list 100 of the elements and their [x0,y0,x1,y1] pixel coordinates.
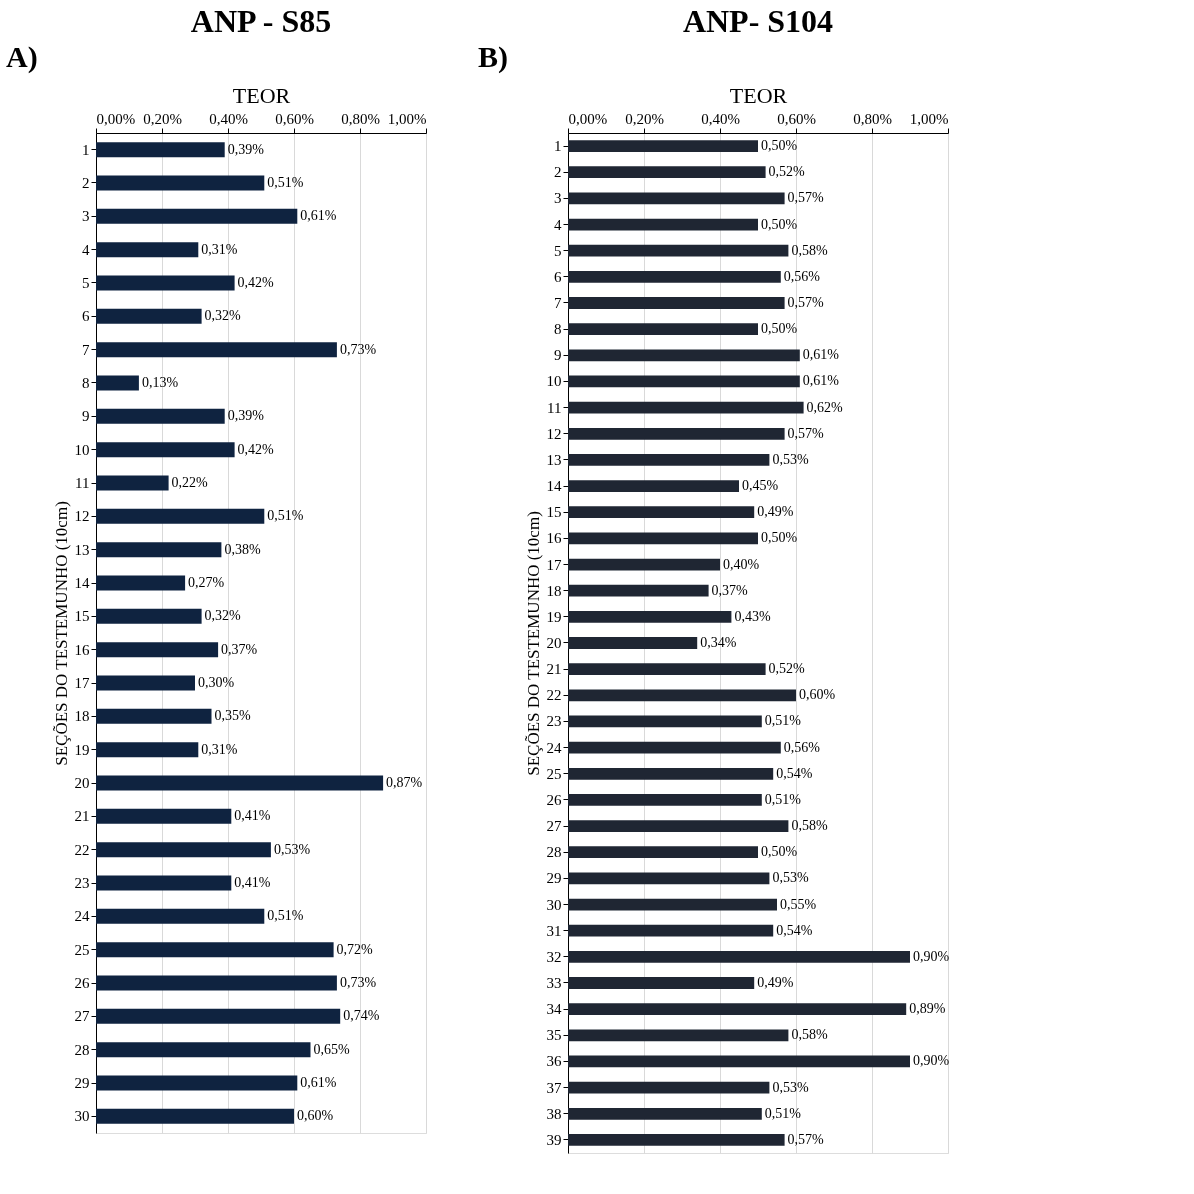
data-label: 0,58% [791,1027,828,1043]
y-tick-label: 19 [546,608,562,625]
y-axis-title: SEÇÕES DO TESTEMUNHO (10cm) [523,511,543,776]
y-tick-label: 3 [554,190,562,207]
data-label: 0,50% [761,530,798,546]
data-label: 0,38% [224,541,261,557]
data-label: 0,54% [776,765,813,781]
data-label: 0,58% [791,242,828,258]
y-tick-label: 26 [74,975,90,991]
data-label: 0,35% [214,708,251,724]
x-tick-label: 1,00% [909,110,949,127]
y-tick-label: 12 [74,508,90,525]
data-label: 0,53% [772,451,809,467]
data-label: 0,53% [772,1079,809,1095]
data-label: 0,74% [343,1008,380,1024]
x-tick-label: 0,20% [625,110,664,127]
data-label: 0,32% [204,308,242,324]
data-label: 0,58% [791,818,828,834]
y-tick-label: 24 [546,739,562,756]
data-label: 0,41% [234,808,271,824]
y-tick-label: 14 [546,478,562,495]
y-tick-label: 12 [546,425,562,442]
data-label: 0,49% [757,504,794,520]
y-tick-label: 16 [74,641,90,658]
y-tick-label: 34 [546,1001,562,1018]
data-label: 0,43% [734,608,771,624]
y-tick-label: 15 [74,608,90,625]
x-tick-label: 0,00% [568,110,608,127]
data-label: 0,39% [227,141,265,157]
y-tick-label: 8 [82,375,90,391]
x-tick-label: 0,60% [777,110,816,127]
chart-title: ANP- S104 [682,3,834,39]
y-tick-label: 13 [74,541,90,558]
data-label: 0,57% [787,425,825,441]
data-label: 0,51% [764,1105,802,1121]
y-tick-label: 24 [74,908,90,925]
y-tick-label: 36 [546,1053,562,1070]
data-label: 0,51% [267,908,304,924]
data-label: 0,37% [221,641,258,657]
y-tick-label: 30 [546,896,562,913]
y-tick-label: 5 [554,242,562,259]
data-label: 0,55% [780,896,817,912]
y-tick-label: 25 [74,941,90,958]
data-label: 0,42% [237,275,275,290]
y-tick-label: 7 [554,295,562,311]
y-tick-label: 20 [546,635,562,651]
data-label: 0,61% [300,208,337,224]
y-tick-label: 21 [74,808,90,825]
y-tick-label: 4 [554,216,562,233]
x-tick-label: 0,80% [341,110,380,127]
x-tick-label: 0,40% [701,110,740,127]
y-tick-label: 29 [546,870,562,887]
data-label: 0,61% [300,1075,337,1090]
x-tick-label: 0,20% [143,110,182,127]
data-label: 0,37% [711,582,749,598]
data-label: 0,61% [802,347,840,363]
y-axis-title: SEÇÕES DO TESTEMUNHO (10cm) [51,501,71,766]
x-tick-label: 0,40% [209,110,248,127]
data-label: 0,13% [141,375,179,390]
y-tick-label: 3 [82,208,90,225]
data-label: 0,72% [336,941,374,957]
data-label: 0,34% [700,635,737,650]
y-tick-label: 19 [74,741,90,758]
data-label: 0,39% [227,408,265,424]
y-tick-label: 28 [74,1041,90,1058]
data-label: 0,27% [188,575,225,590]
data-label: 0,73% [339,975,377,990]
y-tick-label: 22 [74,841,90,858]
data-label: 0,57% [787,295,825,310]
data-label: 0,57% [787,190,825,206]
y-tick-label: 33 [546,975,562,991]
y-tick-label: 23 [74,875,90,891]
y-tick-label: 25 [546,765,562,782]
data-label: 0,51% [764,713,802,729]
data-label: 0,52% [768,661,806,677]
y-tick-label: 39 [546,1131,562,1148]
y-tick-label: 23 [546,713,562,730]
y-tick-label: 29 [74,1075,90,1091]
y-tick-label: 27 [546,818,562,835]
data-label: 0,30% [198,675,235,690]
y-tick-label: 10 [74,441,90,458]
y-tick-label: 35 [546,1027,562,1044]
y-tick-label: 8 [554,321,562,338]
y-tick-label: 27 [74,1008,90,1025]
data-label: 0,51% [267,175,304,190]
x-tick-label: 0,80% [853,110,892,127]
data-label: 0,87% [386,775,423,790]
data-label: 0,31% [201,241,238,257]
y-tick-label: 2 [554,164,562,181]
y-tick-label: 32 [546,948,562,965]
data-label: 0,60% [297,1108,334,1124]
data-label: 0,50% [761,844,798,860]
data-label: 0,57% [787,1131,825,1147]
x-tick-label: 0,60% [275,110,314,127]
data-label: 0,31% [201,741,238,757]
y-tick-label: 28 [546,844,562,861]
data-label: 0,51% [764,791,802,807]
data-label: 0,50% [761,321,798,337]
data-label: 0,56% [783,739,821,755]
data-label: 0,54% [776,922,813,938]
